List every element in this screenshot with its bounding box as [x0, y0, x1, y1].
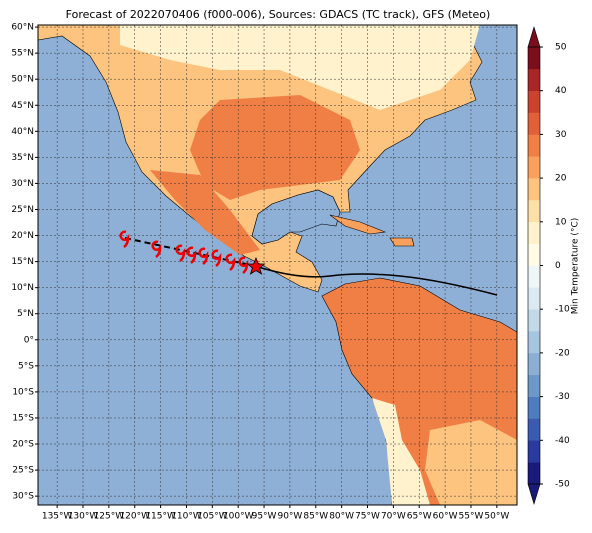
colorbar-band: [528, 68, 540, 91]
colorbar-tick-label: 20: [555, 174, 567, 184]
lon-label: 75°W: [355, 512, 380, 522]
colorbar-band: [528, 374, 540, 397]
colorbar-tick-label: 50: [555, 43, 567, 53]
colorbar-tick-label: -10: [555, 305, 570, 315]
colorbar-tick-label: 0: [555, 261, 561, 271]
lat-label: 15°N: [11, 257, 34, 267]
colorbar-tick-label: -30: [555, 392, 570, 402]
past-track: [254, 265, 498, 296]
lat-label: 60°N: [11, 23, 34, 33]
colorbar-extend-min: [527, 483, 541, 506]
colorbar-band: [528, 47, 540, 70]
colorbar-band: [528, 462, 540, 485]
lon-label: 120°W: [119, 512, 150, 522]
colorbar-band: [528, 90, 540, 113]
lon-label: 65°W: [407, 512, 432, 522]
lon-label: 105°W: [197, 512, 228, 522]
lon-label: 55°W: [459, 512, 484, 522]
lat-label: 0°: [24, 335, 34, 345]
lat-label: 20°S: [12, 440, 34, 450]
colorbar-band: [528, 156, 540, 179]
lon-label: 115°W: [145, 512, 176, 522]
colorbar-band: [528, 309, 540, 332]
title: Forecast of 2022070406 (f000-006), Sourc…: [66, 8, 491, 21]
lon-label: 100°W: [223, 512, 254, 522]
colorbar-band: [528, 265, 540, 288]
colorbar-tick-label: -20: [555, 348, 570, 358]
colorbar-band: [528, 112, 540, 135]
lon-label: 90°W: [277, 512, 302, 522]
lat-label: 15°S: [12, 413, 34, 423]
colorbar-band: [528, 199, 540, 223]
lon-label: 80°W: [329, 512, 354, 522]
lat-label: 10°S: [12, 387, 34, 397]
lon-label: 60°W: [433, 512, 458, 522]
lat-label: 50°N: [11, 75, 34, 85]
warm-mexico: [150, 170, 260, 255]
lat-label: 5°N: [17, 309, 34, 319]
lat-label: 20°N: [11, 231, 34, 241]
lon-label: 125°W: [94, 512, 125, 522]
lon-label: 95°W: [252, 512, 277, 522]
colorbar-band: [528, 396, 540, 419]
colorbar-band: [528, 418, 540, 441]
lat-label: 40°N: [11, 127, 34, 137]
colorbar-band: [528, 134, 540, 157]
lat-label: 25°N: [11, 205, 34, 215]
cuba: [329, 214, 387, 235]
lat-label: 30°S: [12, 492, 34, 502]
colorbar-tick-label: -40: [555, 436, 570, 446]
map-frame: [37, 24, 518, 506]
lon-label: 85°W: [303, 512, 328, 522]
current-position: [246, 256, 266, 275]
lon-label: 135°W: [42, 512, 73, 522]
lon-label: 50°W: [484, 512, 509, 522]
warm-us: [190, 95, 360, 200]
colorbar-band: [528, 352, 540, 376]
colorbar-tick-label: 10: [555, 217, 567, 227]
lat-label: 55°N: [11, 49, 34, 59]
lon-label: 110°W: [171, 512, 202, 522]
colorbar-band: [528, 287, 540, 310]
lat-label: 10°N: [11, 283, 34, 293]
cool-andes: [372, 398, 430, 505]
colorbar-band: [528, 178, 540, 201]
colorbar-band: [528, 440, 540, 463]
hispaniola: [389, 237, 415, 247]
cyclone-symbols: [119, 230, 249, 274]
colorbar-label: Min Temperature (°C): [571, 218, 581, 315]
lat-label: 30°N: [11, 179, 34, 189]
lat-label: 25°S: [12, 466, 34, 476]
lon-label: 130°W: [68, 512, 99, 522]
colorbar-band: [528, 221, 540, 244]
graticule: [38, 25, 517, 505]
colorbar-tick-label: -50: [555, 480, 570, 490]
colorbar-tick-label: 30: [555, 130, 567, 140]
lon-label: 70°W: [381, 512, 406, 522]
lat-label: 35°N: [11, 153, 34, 163]
lat-label: 45°N: [11, 101, 34, 111]
cool-north: [120, 25, 480, 110]
colorbar-band: [528, 243, 540, 266]
map: [37, 24, 518, 506]
colorbar-extend-max: [527, 25, 541, 48]
lat-label: 5°S: [18, 361, 34, 371]
colorbar-band: [528, 331, 540, 354]
gulf: [251, 189, 341, 245]
colorbar-tick-label: 40: [555, 86, 567, 96]
